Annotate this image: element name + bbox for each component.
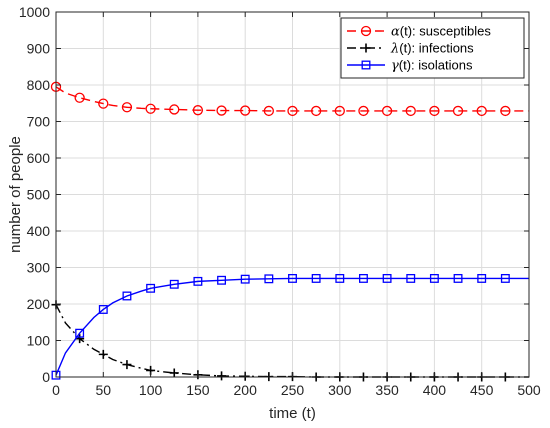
x-tick-label: 200 <box>234 382 258 398</box>
y-tick-label: 300 <box>27 260 51 276</box>
legend-name: (t): susceptibles <box>400 24 492 39</box>
data-point <box>476 105 487 117</box>
x-tick-label: 100 <box>139 382 163 398</box>
data-point <box>405 105 416 117</box>
data-point <box>288 273 297 283</box>
series-line-2 <box>55 277 529 376</box>
data-point <box>429 105 440 117</box>
data-point <box>75 328 85 338</box>
y-tick-label: 800 <box>27 77 51 93</box>
data-point <box>240 274 250 284</box>
data-point <box>334 105 345 117</box>
data-point <box>382 273 392 283</box>
series-2 <box>51 273 529 380</box>
data-point <box>216 105 227 116</box>
data-point <box>74 92 85 103</box>
data-point <box>477 273 487 283</box>
x-tick-label: 50 <box>96 382 112 398</box>
data-point <box>264 274 274 284</box>
data-point <box>240 105 251 116</box>
data-point <box>335 273 345 283</box>
legend-entry-0: α(t): susceptibles <box>347 24 491 40</box>
data-point <box>287 105 298 117</box>
legend-label: γ(t): isolations <box>391 58 473 74</box>
x-axis-label: time (t) <box>269 405 316 422</box>
data-point <box>358 273 368 283</box>
legend-symbol: γ <box>391 59 399 74</box>
data-point <box>98 305 108 314</box>
x-tick-label: 400 <box>423 382 447 398</box>
legend-name: (t): infections <box>399 41 474 56</box>
data-point <box>358 105 369 117</box>
data-point <box>263 105 275 117</box>
y-tick-label: 100 <box>27 333 51 349</box>
x-tick-label: 500 <box>517 382 541 398</box>
data-point <box>452 105 464 117</box>
data-point <box>98 349 108 359</box>
legend-marker <box>361 60 371 70</box>
data-point <box>145 103 156 114</box>
data-point <box>310 105 322 117</box>
data-point <box>406 273 416 283</box>
y-tick-label: 200 <box>27 296 51 312</box>
axis-ticks: 0 50 100 150 200 250 300 350 400 450 500 0 100 200 300… <box>19 4 541 398</box>
legend-label: λ(t): infections <box>390 41 474 57</box>
x-tick-label: 300 <box>328 382 352 398</box>
data-point <box>169 279 179 289</box>
legend-entry-2: γ(t): isolations <box>347 58 473 74</box>
x-tick-label: 0 <box>52 382 60 398</box>
y-tick-label: 1000 <box>19 4 50 20</box>
data-point <box>146 283 156 293</box>
y-tick-label: 600 <box>27 150 51 166</box>
legend-marker <box>361 43 371 53</box>
data-point <box>98 98 109 109</box>
x-tick-label: 450 <box>470 382 494 398</box>
data-point <box>217 371 227 381</box>
data-point <box>381 105 393 117</box>
data-point <box>122 360 132 370</box>
data-point <box>169 368 179 378</box>
data-point <box>217 275 226 285</box>
data-point <box>311 273 321 283</box>
y-tick-label: 500 <box>27 187 51 203</box>
series-line-0 <box>55 86 529 112</box>
legend-label: α(t): susceptibles <box>391 24 491 40</box>
series-0 <box>50 81 529 117</box>
y-tick-label: 400 <box>27 223 51 239</box>
y-axis-label: number of people <box>7 136 24 253</box>
y-tick-label: 900 <box>27 41 51 57</box>
legend-name: (t): isolations <box>399 58 473 73</box>
x-tick-label: 150 <box>186 382 210 398</box>
data-point <box>121 102 133 113</box>
data-point <box>453 273 463 283</box>
data-point <box>122 291 132 301</box>
data-point <box>429 273 439 283</box>
data-point <box>169 104 180 115</box>
legend-entry-1: λ(t): infections <box>347 41 474 57</box>
legend-symbol: λ <box>390 42 399 57</box>
data-point <box>500 273 510 283</box>
x-tick-label: 250 <box>281 382 305 398</box>
legend-marker <box>360 25 372 37</box>
data-point <box>192 105 204 116</box>
x-tick-label: 350 <box>375 382 399 398</box>
data-point <box>75 334 85 344</box>
y-tick-label: 0 <box>42 369 50 385</box>
data-point <box>193 276 203 286</box>
legend-symbol: α <box>391 25 400 40</box>
data-point <box>500 105 511 117</box>
series-layer <box>50 81 529 382</box>
y-tick-label: 700 <box>27 114 51 130</box>
